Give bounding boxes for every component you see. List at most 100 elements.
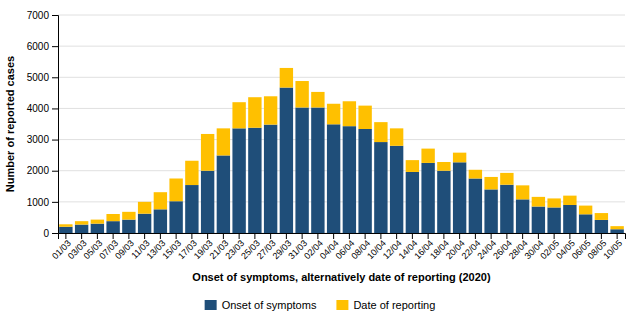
tick-mark (52, 202, 58, 203)
bar (516, 199, 529, 233)
bar (343, 126, 356, 233)
bar (500, 185, 513, 233)
bar (374, 142, 387, 233)
bar (406, 172, 419, 233)
tick: 7000 (27, 10, 58, 21)
bar (311, 92, 324, 108)
tick-label: 4000 (27, 103, 50, 114)
bar (106, 214, 119, 221)
grid (58, 15, 625, 233)
bar (595, 220, 608, 233)
bar (122, 220, 135, 233)
bar (390, 146, 403, 233)
bar (469, 170, 482, 179)
bar (516, 185, 529, 199)
bar (217, 128, 230, 155)
bar (547, 207, 560, 233)
bar (248, 97, 261, 128)
y-axis-title: Number of reported cases (4, 56, 16, 192)
tick: 10/05 (601, 233, 624, 261)
bar (138, 202, 151, 214)
tick-mark (52, 77, 58, 78)
bar (91, 220, 104, 224)
bar (248, 128, 261, 233)
bar (217, 155, 230, 233)
legend-swatch (336, 300, 348, 310)
bar (295, 107, 308, 233)
legend-item: Onset of symptoms (205, 299, 317, 311)
tick-mark (52, 140, 58, 141)
bar (232, 102, 245, 128)
bar (358, 106, 371, 129)
bar (327, 124, 340, 233)
bar (311, 107, 324, 233)
legend-item: Date of reporting (336, 299, 435, 311)
bar (390, 128, 403, 145)
bar (563, 196, 576, 205)
bar (610, 229, 623, 233)
bar (484, 189, 497, 233)
bar (421, 163, 434, 233)
bar (138, 214, 151, 233)
tick: 4000 (27, 103, 58, 114)
bar (154, 192, 167, 209)
grid-line (58, 108, 625, 109)
tick-mark (52, 46, 58, 47)
bar (343, 101, 356, 126)
tick-label: 6000 (27, 41, 50, 52)
x-axis-title: Onset of symptoms, alternatively date of… (192, 271, 491, 283)
bar (547, 198, 560, 207)
bar (201, 134, 214, 171)
tick-label: 1000 (27, 197, 50, 208)
bar (610, 226, 623, 229)
tick-mark (52, 233, 58, 234)
bar (579, 214, 592, 233)
bar (453, 153, 466, 163)
bar (201, 171, 214, 233)
bar (232, 128, 245, 233)
bar (563, 205, 576, 233)
tick-label: 10/05 (601, 238, 624, 261)
tick-mark (52, 15, 58, 16)
tick: 5000 (27, 72, 58, 83)
legend: Onset of symptoms Date of reporting (205, 299, 436, 311)
bar (59, 227, 72, 233)
bar (154, 209, 167, 233)
plot: 0100020003000400050006000700001/0303/030… (4, 10, 626, 283)
tick-label: 3000 (27, 134, 50, 145)
bar (185, 185, 198, 233)
bar (358, 129, 371, 233)
bar (75, 221, 88, 224)
chart: 0100020003000400050006000700001/0303/030… (0, 0, 640, 315)
series (59, 88, 624, 233)
legend-swatch (205, 300, 217, 310)
bar (91, 224, 104, 233)
grid-line (58, 170, 625, 171)
bar (75, 225, 88, 233)
legend-label: Date of reporting (353, 299, 435, 311)
tick-label: 7000 (27, 10, 50, 21)
tick-label: 0 (43, 228, 49, 239)
bar (437, 162, 450, 171)
grid-line (58, 46, 625, 47)
bar (532, 207, 545, 233)
bar (169, 179, 182, 202)
grid-line (58, 77, 625, 78)
tick-mark (52, 171, 58, 172)
bar (122, 212, 135, 220)
grid-line (58, 139, 625, 140)
bars (59, 68, 624, 233)
bar (437, 171, 450, 233)
bar (500, 173, 513, 185)
bar (469, 179, 482, 234)
x-axis: 01/0303/0305/0307/0309/0311/0313/0315/03… (50, 233, 625, 261)
bar (327, 104, 340, 125)
bar (295, 81, 308, 107)
bar (280, 88, 293, 233)
axis-line (52, 16, 59, 234)
bar (421, 149, 434, 163)
bar (595, 213, 608, 220)
tick: 0 (43, 228, 58, 239)
bar (453, 162, 466, 233)
bar (484, 177, 497, 189)
